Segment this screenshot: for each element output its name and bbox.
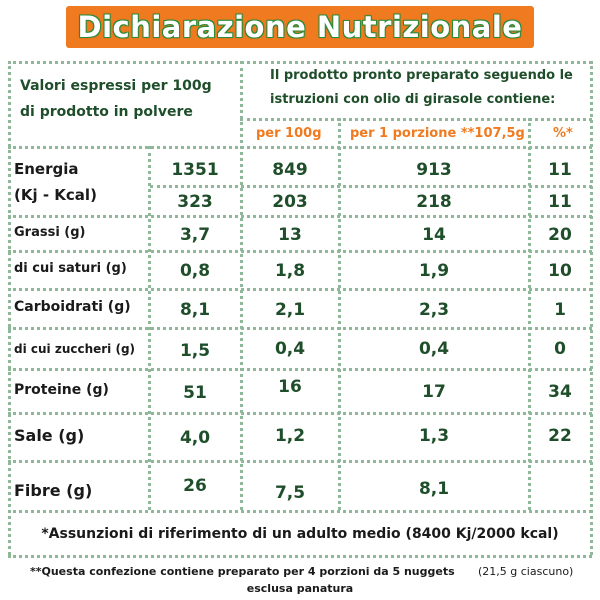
saturi-pct: 10 [548, 261, 572, 281]
divider [8, 288, 592, 291]
divider [8, 146, 592, 149]
energia-kcal-powder: 323 [177, 192, 213, 212]
saturi-powder: 0,8 [179, 261, 211, 281]
row-label-proteine: Proteine (g) [14, 382, 109, 398]
zuccheri-portion: 0,4 [418, 339, 450, 359]
grassi-per100: 13 [278, 225, 302, 245]
fibre-portion: 8,1 [418, 479, 450, 499]
grassi-portion: 14 [422, 225, 446, 245]
divider [148, 146, 151, 510]
footnote-package-c: esclusa panatura [246, 582, 354, 595]
column-header-per-100g: per 100g [256, 126, 322, 141]
divider [240, 118, 592, 121]
page-title: Dichiarazione Nutrizionale [77, 10, 523, 44]
header-left-line2: di prodotto in polvere [20, 104, 193, 120]
row-label-sale: Sale (g) [14, 426, 85, 445]
header-left-line1: Valori espressi per 100g [20, 78, 212, 94]
column-header-per-portion: per 1 porzione **107,5g [350, 126, 525, 141]
proteine-portion: 17 [422, 382, 446, 402]
divider [528, 118, 531, 510]
divider [240, 61, 243, 510]
divider [8, 215, 592, 218]
zuccheri-powder: 1,5 [179, 341, 211, 361]
divider [150, 185, 592, 188]
divider [8, 412, 592, 415]
fibre-per100: 7,5 [274, 483, 306, 503]
row-label-fibre: Fibre (g) [14, 481, 93, 500]
saturi-per100: 1,8 [274, 261, 306, 281]
proteine-per100: 16 [278, 377, 302, 397]
divider [8, 61, 11, 555]
divider [8, 327, 592, 330]
divider [8, 368, 592, 371]
energia-kj-portion: 913 [416, 160, 452, 180]
carboidrati-portion: 2,3 [418, 300, 450, 320]
proteine-pct: 34 [548, 382, 572, 402]
carboidrati-per100: 2,1 [274, 300, 306, 320]
zuccheri-per100: 0,4 [274, 339, 306, 359]
energia-kj-pct: 11 [548, 160, 572, 180]
column-header-percent: %* [553, 126, 573, 141]
energia-kj-powder: 1351 [171, 160, 219, 180]
row-label-carboidrati: Carboidrati (g) [14, 299, 131, 315]
grassi-powder: 3,7 [179, 225, 211, 245]
sale-per100: 1,2 [274, 426, 306, 446]
fibre-powder: 26 [183, 476, 207, 496]
row-label-zuccheri: di cui zuccheri (g) [14, 342, 136, 356]
divider [8, 61, 592, 64]
divider [8, 510, 592, 513]
header-right-line1: Il prodotto pronto preparato seguendo le [270, 68, 573, 83]
header-right-line2: istruzioni con olio di girasole contiene… [270, 92, 556, 107]
sale-pct: 22 [548, 426, 572, 446]
energia-kj-per100: 849 [272, 160, 308, 180]
divider [8, 555, 592, 558]
row-label-energia-unit: (Kj - Kcal) [14, 186, 97, 204]
divider [8, 250, 592, 253]
grassi-pct: 20 [548, 225, 572, 245]
energia-kcal-pct: 11 [548, 192, 572, 212]
footnote-reference-intake: *Assunzioni di riferimento di un adulto … [41, 526, 559, 542]
row-label-saturi: di cui saturi (g) [14, 261, 127, 276]
divider [590, 61, 593, 555]
carboidrati-powder: 8,1 [179, 300, 211, 320]
row-label-energia: Energia [14, 160, 79, 178]
energia-kcal-portion: 218 [416, 192, 452, 212]
title-banner [66, 6, 534, 48]
sale-portion: 1,3 [418, 426, 450, 446]
carboidrati-pct: 1 [554, 300, 566, 320]
sale-powder: 4,0 [179, 428, 211, 448]
zuccheri-pct: 0 [554, 339, 566, 359]
footnote-package-b: (21,5 g ciascuno) [478, 565, 574, 578]
footnote-package-a: **Questa confezione contiene preparato p… [30, 565, 455, 578]
divider [8, 460, 592, 463]
energia-kcal-per100: 203 [272, 192, 308, 212]
saturi-portion: 1,9 [418, 261, 450, 281]
row-label-grassi: Grassi (g) [14, 225, 86, 240]
divider [338, 118, 341, 510]
proteine-powder: 51 [183, 383, 207, 403]
